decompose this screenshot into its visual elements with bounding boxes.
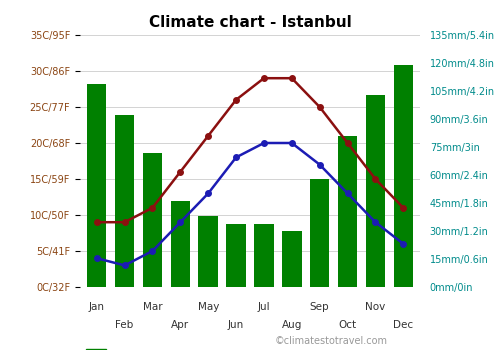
Bar bbox=[115, 115, 134, 287]
Bar bbox=[87, 84, 106, 287]
Text: ©climatestotravel.com: ©climatestotravel.com bbox=[275, 336, 388, 346]
Bar bbox=[198, 216, 218, 287]
Text: Apr: Apr bbox=[172, 320, 190, 330]
Text: Nov: Nov bbox=[366, 302, 386, 312]
Bar bbox=[226, 224, 246, 287]
Text: Sep: Sep bbox=[310, 302, 330, 312]
Text: Mar: Mar bbox=[142, 302, 163, 312]
Text: Aug: Aug bbox=[282, 320, 302, 330]
Text: Dec: Dec bbox=[393, 320, 413, 330]
Title: Climate chart - Istanbul: Climate chart - Istanbul bbox=[148, 15, 352, 30]
Bar bbox=[310, 179, 330, 287]
Bar bbox=[170, 201, 190, 287]
Bar bbox=[394, 65, 413, 287]
Bar bbox=[142, 153, 162, 287]
Text: Jan: Jan bbox=[88, 302, 104, 312]
Text: Oct: Oct bbox=[338, 320, 356, 330]
Bar bbox=[254, 224, 274, 287]
Text: May: May bbox=[198, 302, 219, 312]
Text: Feb: Feb bbox=[116, 320, 134, 330]
Bar bbox=[282, 231, 302, 287]
Legend: Prec, Min, Max: Prec, Min, Max bbox=[86, 349, 262, 350]
Text: Jun: Jun bbox=[228, 320, 244, 330]
Bar bbox=[338, 136, 357, 287]
Bar bbox=[366, 95, 385, 287]
Text: Jul: Jul bbox=[258, 302, 270, 312]
